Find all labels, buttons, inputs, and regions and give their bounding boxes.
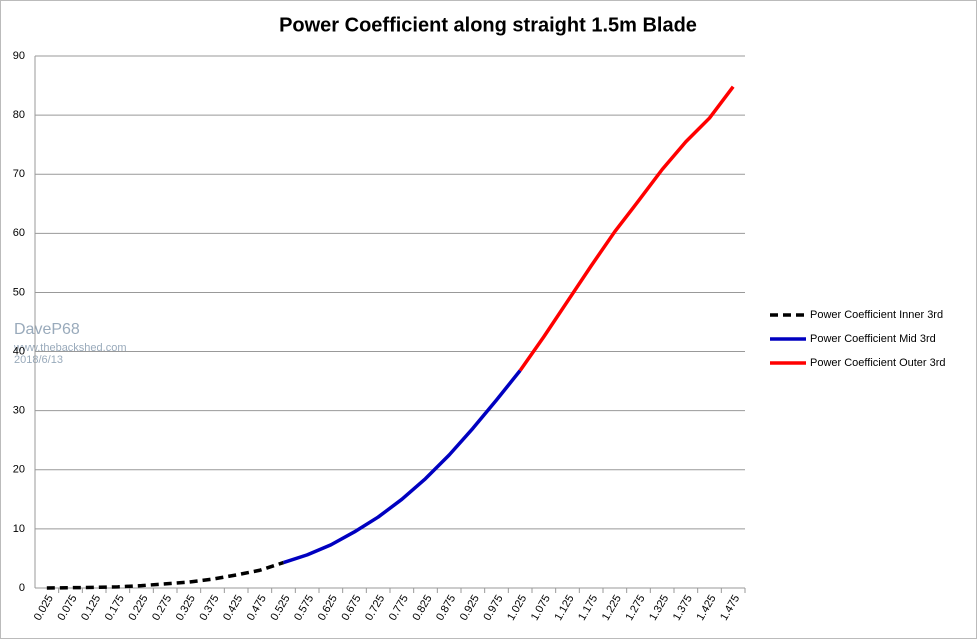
y-tick-label: 60 <box>13 227 25 239</box>
series-line <box>282 369 522 565</box>
y-tick-label: 20 <box>13 464 25 476</box>
y-tick-label: 80 <box>13 109 25 121</box>
chart-title: Power Coefficient along straight 1.5m Bl… <box>279 14 697 36</box>
y-tick-label: 0 <box>19 582 25 594</box>
y-tick-label: 40 <box>13 345 25 357</box>
y-tick-label: 30 <box>13 405 25 417</box>
series-line <box>518 85 735 372</box>
y-tick-label: 50 <box>13 286 25 298</box>
legend-label: Power Coefficient Inner 3rd <box>810 309 943 321</box>
series-line <box>46 560 285 590</box>
watermark-site: www.thebackshed.com <box>13 342 127 354</box>
watermark-name: DaveP68 <box>14 321 80 338</box>
legend-label: Power Coefficient Mid 3rd <box>810 333 936 345</box>
y-tick-label: 70 <box>13 168 25 180</box>
y-tick-label: 10 <box>13 523 25 535</box>
watermark-date: 2018/6/13 <box>14 354 63 366</box>
legend-label: Power Coefficient Outer 3rd <box>810 357 946 369</box>
y-tick-label: 90 <box>13 50 25 62</box>
